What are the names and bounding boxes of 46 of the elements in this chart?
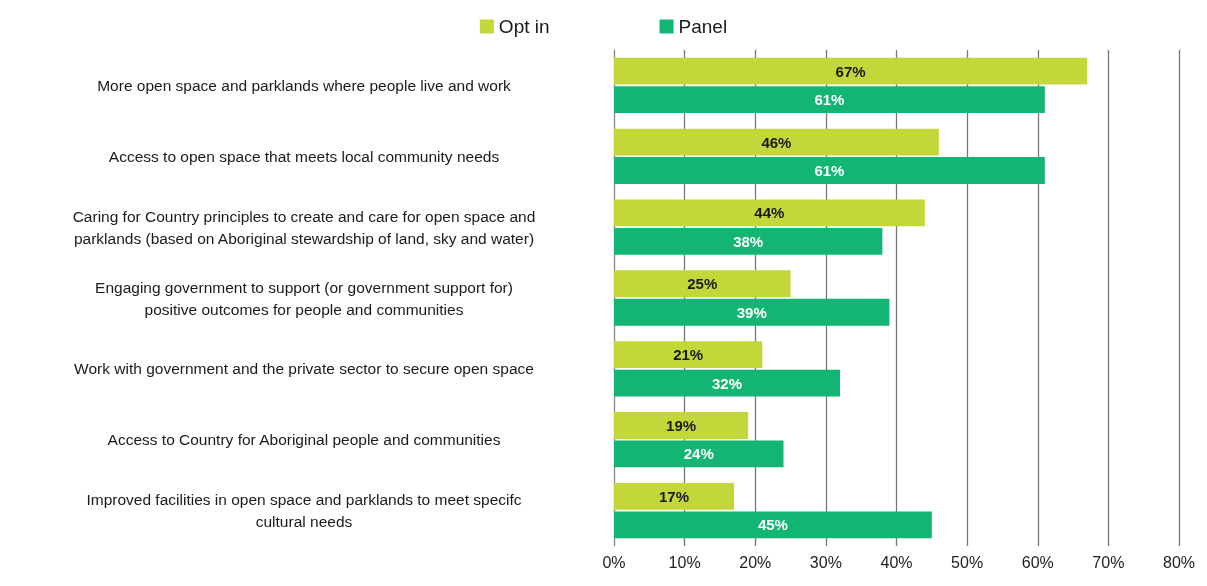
- bar: [614, 270, 791, 298]
- x-tick-label: 40%: [880, 553, 913, 571]
- y-tick-label: Improved facilities in open space and parklands to meet specifc cultural needs: [86, 491, 522, 531]
- bar: [614, 227, 883, 255]
- data-label: 38%: [733, 232, 764, 250]
- data-label: 44%: [754, 204, 785, 222]
- data-label: 24%: [683, 445, 714, 463]
- x-tick-label: 50%: [951, 553, 984, 571]
- x-tick-label: 60%: [1021, 553, 1054, 571]
- data-label: 61%: [814, 162, 845, 180]
- bar: [614, 369, 840, 397]
- bar: [614, 511, 932, 539]
- x-tick-label: 70%: [1092, 553, 1125, 571]
- legend-label: Opt in: [498, 16, 550, 37]
- y-tick-label: More open space and parklands where people live and work: [97, 76, 512, 94]
- data-label: 61%: [814, 91, 845, 109]
- y-tick-label: Engaging government to support (or government support for) positive outcomes for people and communities: [95, 278, 513, 318]
- data-label: 46%: [761, 133, 792, 151]
- data-label: 21%: [673, 346, 704, 364]
- bar: [614, 57, 1088, 85]
- x-tick-label: 20%: [739, 553, 772, 571]
- x-tick-label: 0%: [602, 553, 626, 571]
- bar: [614, 128, 939, 156]
- x-tick-label: 10%: [668, 553, 701, 571]
- y-tick-label: Caring for Country principles to create and care for open space and parklands (based on Aboriginal stewardship of land, sky and water): [72, 207, 536, 247]
- x-tick-label: 80%: [1162, 553, 1196, 571]
- bar: [614, 341, 763, 369]
- data-label: 25%: [687, 275, 718, 293]
- data-label: 19%: [666, 416, 697, 434]
- data-label: 45%: [757, 516, 788, 534]
- bar: [614, 199, 925, 227]
- x-tick-label: 30%: [809, 553, 842, 571]
- y-tick-label: Access to open space that meets local community needs: [108, 147, 500, 165]
- bar: [614, 298, 890, 326]
- bar: [614, 412, 749, 439]
- bar: [614, 157, 1045, 184]
- data-label: 67%: [835, 62, 866, 80]
- bar: [614, 86, 1045, 114]
- y-tick-label: Access to Country for Aboriginal people and communities: [107, 431, 501, 449]
- data-label: 17%: [659, 487, 690, 505]
- legend-label: Panel: [678, 16, 728, 37]
- bar: [614, 482, 735, 510]
- data-label: 39%: [736, 303, 767, 321]
- data-label: 32%: [711, 374, 743, 392]
- bar: [614, 440, 784, 468]
- y-tick-label: Work with government and the private sector to secure open space: [74, 360, 534, 378]
